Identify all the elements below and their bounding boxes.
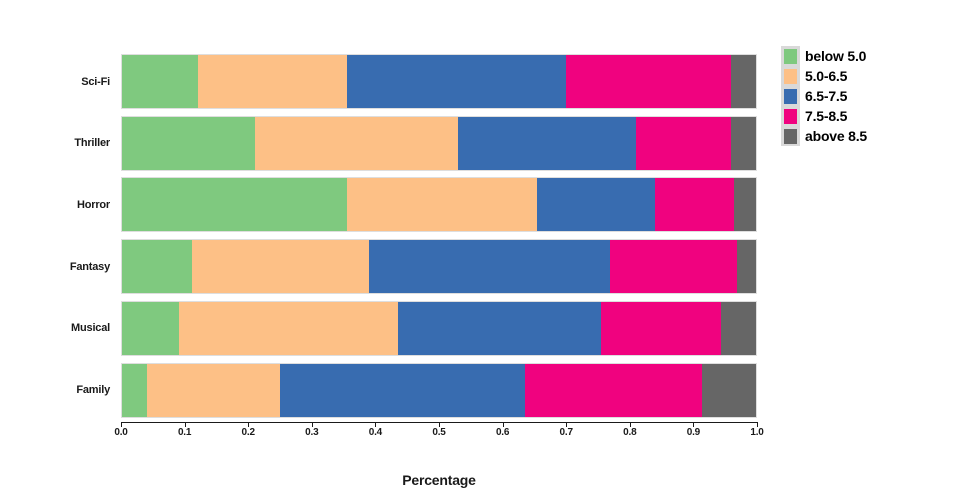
bar-segment-fantasy-above-8-5 <box>736 240 756 294</box>
bar-segment-family-5-0-6-5 <box>147 363 281 417</box>
legend-key <box>781 46 800 66</box>
legend-entry-6-5-7-5: 6.5-7.5 <box>781 86 867 106</box>
x-axis-tick-label-0.5: 0.5 <box>432 427 446 438</box>
bar-segment-musical-7-5-8-5 <box>600 301 722 355</box>
bar-segment-sci-fi-6-5-7-5 <box>347 55 566 108</box>
legend-label-7-5-8-5: 7.5-8.5 <box>805 108 848 124</box>
x-axis-tick-0.7 <box>566 423 568 427</box>
x-axis-tick-0.1 <box>184 423 186 427</box>
bar-segment-musical-below-5-0 <box>122 301 180 355</box>
bar-segment-thriller-above-8-5 <box>730 116 756 170</box>
bar-segment-thriller-5-0-6-5 <box>255 116 458 170</box>
bar-segment-thriller-7-5-8-5 <box>635 116 731 170</box>
bar-segment-sci-fi-above-8-5 <box>730 55 756 108</box>
x-axis-tick-label-0.6: 0.6 <box>495 427 510 438</box>
bar-segment-family-above-8-5 <box>702 363 756 417</box>
bar-segment-horror-above-8-5 <box>733 178 756 232</box>
x-axis-tick-0.8 <box>629 423 631 427</box>
bar-segment-sci-fi-7-5-8-5 <box>565 55 731 108</box>
legend-label-below-5-0: below 5.0 <box>805 48 867 64</box>
x-axis-tick-0.4 <box>375 423 377 427</box>
bar-segment-horror-7-5-8-5 <box>654 178 734 232</box>
bar-segment-sci-fi-below-5-0 <box>122 55 199 108</box>
legend-label-5-0-6-5: 5.0-6.5 <box>805 68 848 84</box>
bar-segment-thriller-6-5-7-5 <box>458 116 636 170</box>
bar-row-fantasy <box>121 239 757 295</box>
bar-row-thriller <box>121 115 757 171</box>
legend-label-above-8-5: above 8.5 <box>805 128 868 144</box>
x-axis-tick-label-0.1: 0.1 <box>177 427 192 438</box>
legend-label-6-5-7-5: 6.5-7.5 <box>805 88 848 104</box>
legend-entry-5-0-6-5: 5.0-6.5 <box>781 66 867 86</box>
x-axis-tick-0.5 <box>439 423 440 427</box>
x-axis-tick-0.6 <box>502 423 504 427</box>
legend-swatch-6-5-7-5 <box>784 88 797 104</box>
bar-segment-fantasy-7-5-8-5 <box>610 240 737 294</box>
bar-segment-fantasy-5-0-6-5 <box>191 240 370 294</box>
bar-segment-musical-above-8-5 <box>721 301 756 355</box>
legend-swatch-above-8-5 <box>784 128 797 144</box>
x-axis-line <box>121 422 758 423</box>
bar-segment-family-6-5-7-5 <box>280 363 525 417</box>
y-axis-label-sci-fi: Sci-Fi <box>81 75 110 88</box>
x-axis-tick-0.2 <box>248 423 250 427</box>
x-axis-tick-0.9 <box>693 423 695 427</box>
bar-segment-fantasy-6-5-7-5 <box>369 240 611 294</box>
x-axis-tick-label-0.2: 0.2 <box>241 427 256 438</box>
x-axis-tick-label-0.3: 0.3 <box>305 427 319 438</box>
y-axis-label-horror: Horror <box>76 198 110 211</box>
bar-segment-horror-5-0-6-5 <box>347 178 538 232</box>
bar-row-horror <box>121 177 757 233</box>
x-axis-tick-label-0.0: 0.0 <box>114 427 128 438</box>
legend-key <box>781 66 800 86</box>
x-axis-title: Percentage <box>402 472 476 488</box>
x-axis-tick-0.3 <box>311 423 313 427</box>
bar-segment-family-below-5-0 <box>122 363 148 417</box>
x-axis-tick-label-0.8: 0.8 <box>623 427 637 438</box>
legend-entry-7-5-8-5: 7.5-8.5 <box>781 106 867 126</box>
bar-segment-sci-fi-5-0-6-5 <box>198 55 348 108</box>
bar-segment-horror-below-5-0 <box>122 178 348 232</box>
bar-segment-musical-6-5-7-5 <box>397 301 601 355</box>
x-axis-tick-label-0.7: 0.7 <box>559 427 574 438</box>
bar-segment-musical-5-0-6-5 <box>179 301 398 355</box>
legend-key <box>781 126 800 146</box>
legend-swatch-7-5-8-5 <box>784 108 797 124</box>
y-axis-label-musical: Musical <box>71 322 110 335</box>
legend-key <box>781 106 800 126</box>
legend-entry-above-8-5: above 8.5 <box>781 126 867 146</box>
y-axis-label-fantasy: Fantasy <box>69 260 110 273</box>
y-axis-label-thriller: Thriller <box>74 137 110 150</box>
x-axis-tick-label-0.9: 0.9 <box>686 427 701 438</box>
bar-segment-fantasy-below-5-0 <box>122 240 192 294</box>
legend-entry-below-5-0: below 5.0 <box>781 46 867 66</box>
bar-segment-family-7-5-8-5 <box>524 363 703 417</box>
legend-key <box>781 86 800 106</box>
x-axis-tick-label-1.0: 1.0 <box>750 427 764 438</box>
x-axis-tick-1.0 <box>757 423 758 427</box>
legend: below 5.0 5.0-6.5 6.5-7.5 7.5-8.5 above 8.5 <box>781 46 867 146</box>
bar-row-musical <box>121 300 757 356</box>
bar-row-sci-fi <box>121 54 757 109</box>
bar-segment-thriller-below-5-0 <box>122 116 256 170</box>
legend-swatch-5-0-6-5 <box>784 68 797 84</box>
x-axis-tick-label-0.4: 0.4 <box>368 427 383 438</box>
x-axis-tick-0.0 <box>121 423 122 427</box>
y-axis-label-family: Family <box>76 384 110 396</box>
bar-row-family <box>121 362 757 418</box>
legend-swatch-below-5-0 <box>784 48 797 64</box>
bar-segment-horror-6-5-7-5 <box>537 178 655 232</box>
